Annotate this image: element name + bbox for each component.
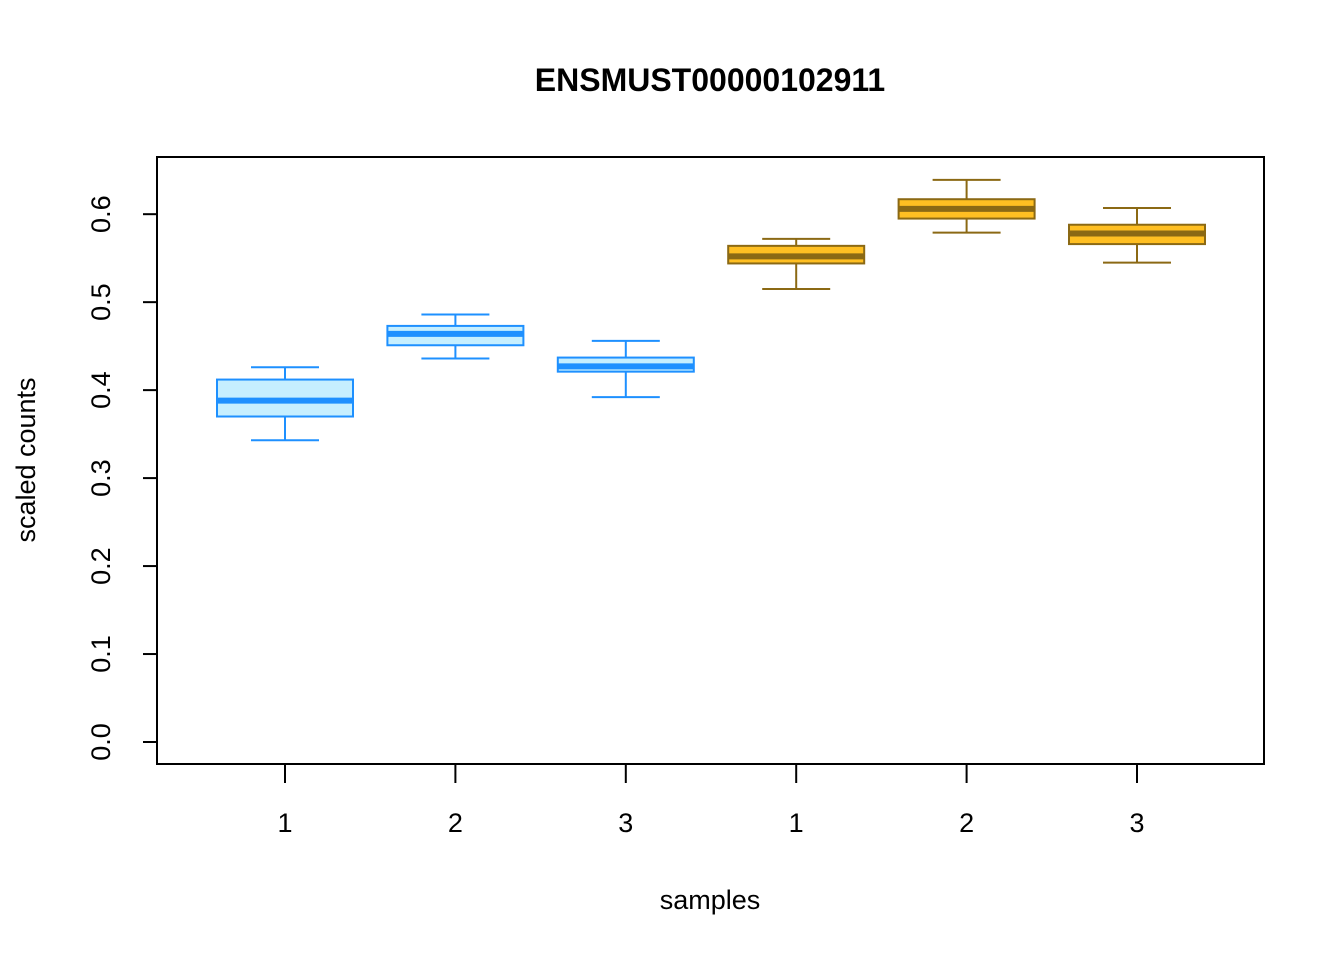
y-tick-label: 0.5 bbox=[86, 283, 116, 321]
box-1 bbox=[216, 366, 354, 442]
boxes bbox=[216, 178, 1206, 442]
box-5 bbox=[897, 178, 1036, 234]
x-tick-label: 3 bbox=[1129, 808, 1144, 838]
box-2 bbox=[386, 313, 525, 360]
y-axis: 0.0 0.1 0.2 0.3 0.4 0.5 0.6 bbox=[86, 195, 158, 761]
box-3 bbox=[556, 339, 695, 399]
plot-frame bbox=[156, 156, 1265, 765]
box-4 bbox=[727, 237, 866, 290]
y-tick-label: 0.2 bbox=[86, 547, 116, 585]
y-tick-label: 0.4 bbox=[86, 371, 116, 409]
x-axis: 1 2 3 1 2 3 bbox=[277, 763, 1145, 838]
x-tick-label: 3 bbox=[618, 808, 633, 838]
y-axis-label: scaled counts bbox=[11, 377, 41, 542]
chart-title: ENSMUST00000102911 bbox=[535, 62, 885, 98]
x-axis-label: samples bbox=[660, 885, 761, 915]
y-tick-label: 0.1 bbox=[86, 635, 116, 673]
y-tick-label: 0.6 bbox=[86, 195, 116, 233]
y-tick-label: 0.0 bbox=[86, 723, 116, 761]
y-tick-label: 0.3 bbox=[86, 459, 116, 497]
x-tick-label: 2 bbox=[959, 808, 974, 838]
x-tick-label: 1 bbox=[277, 808, 292, 838]
x-tick-label: 2 bbox=[448, 808, 463, 838]
x-tick-label: 1 bbox=[789, 808, 804, 838]
box-6 bbox=[1068, 207, 1206, 264]
